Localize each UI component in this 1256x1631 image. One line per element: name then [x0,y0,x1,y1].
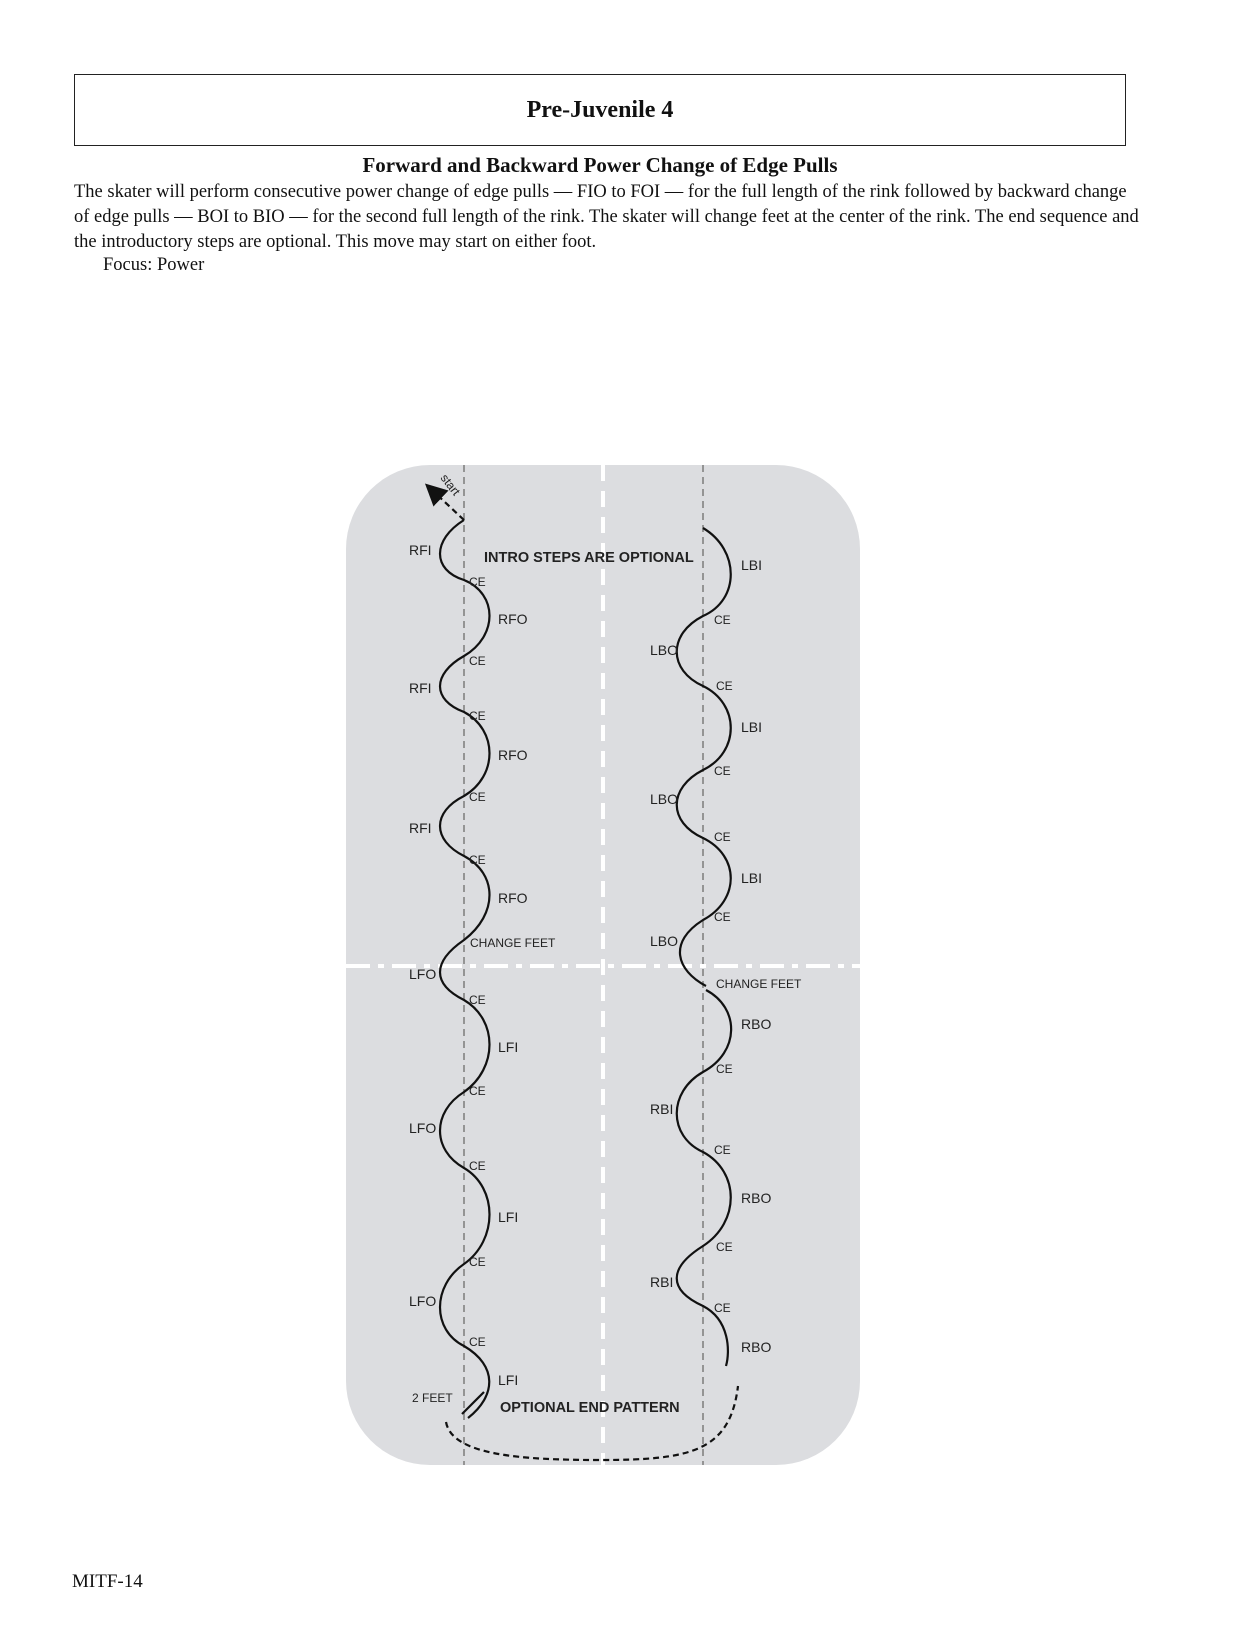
page-title: Pre-Juvenile 4 [526,96,674,123]
ce-label: CE [469,654,486,668]
ce-label: CE [469,790,486,804]
edge-label: LFO [409,1293,436,1309]
edge-label: RFI [409,680,432,696]
edge-label: LBI [741,557,762,573]
edge-label: LBI [741,870,762,886]
ce-label: CE [714,613,731,627]
right-edge-pattern [675,527,732,987]
ce-label: CE [714,1143,731,1157]
ce-label: CE [469,853,486,867]
ce-label: CE [714,764,731,778]
ce-label: CE [716,679,733,693]
edge-label: RFO [498,747,528,763]
ce-label: CE [469,709,486,723]
page-title-box: Pre-Juvenile 4 [74,74,1126,146]
ce-label: CE [714,1301,731,1315]
two-feet-label: 2 FEET [412,1391,453,1405]
move-heading: Forward and Backward Power Change of Edg… [362,153,838,177]
ce-label: CE [716,1062,733,1076]
end-pattern-path [444,1385,740,1462]
edge-label: LFI [498,1372,518,1388]
edge-label: LFO [409,966,436,982]
start-arrow [424,483,465,521]
edge-label: LFI [498,1039,518,1055]
edge-label: RBO [741,1016,771,1032]
edge-label: LBO [650,791,678,807]
ce-label: CE [714,910,731,924]
edge-label: LBO [650,933,678,949]
change-feet-right: CHANGE FEET [716,977,802,991]
ce-label: CE [469,1335,486,1349]
edge-label: LBO [650,642,678,658]
right-edge-pattern-lower [675,989,733,1367]
edge-label: RFO [498,611,528,627]
ce-label: CE [469,1255,486,1269]
edge-label: LFI [498,1209,518,1225]
page-footer-id: MITF-14 [72,1571,143,1592]
edge-label: RFO [498,890,528,906]
left-edge-pattern [438,519,491,1419]
end-note: OPTIONAL END PATTERN [500,1400,680,1416]
edge-label: RBO [741,1190,771,1206]
ce-label: CE [469,1084,486,1098]
intro-note: INTRO STEPS ARE OPTIONAL [484,550,694,566]
edge-label: LBI [741,719,762,735]
two-feet-stub [461,1391,485,1415]
edge-label: RFI [409,542,432,558]
ce-label: CE [716,1240,733,1254]
edge-label: RBI [650,1274,673,1290]
edge-label: RBI [650,1101,673,1117]
move-focus: Focus: Power [103,255,205,275]
edge-label: LFO [409,1120,436,1136]
edge-label: RBO [741,1339,771,1355]
ce-label: CE [714,830,731,844]
edge-label: RFI [409,820,432,836]
ce-label: CE [469,1159,486,1173]
move-description: The skater will perform consecutive powe… [74,182,1139,252]
ce-label: CE [469,993,486,1007]
change-feet-left: CHANGE FEET [470,936,556,950]
ce-label: CE [469,575,486,589]
